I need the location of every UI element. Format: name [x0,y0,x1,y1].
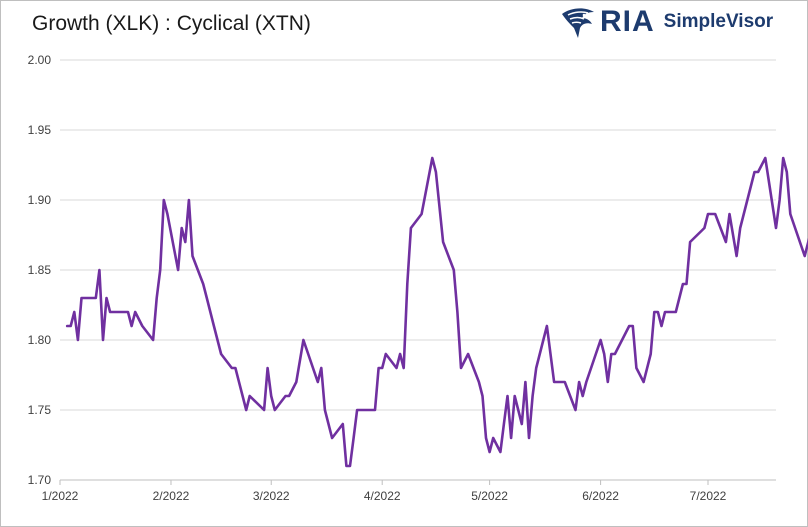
eagle-icon [562,8,594,38]
x-tick-label: 1/2022 [42,489,79,503]
x-tick-label: 5/2022 [471,489,508,503]
y-tick-label: 2.00 [28,53,52,67]
y-tick-label: 1.95 [28,123,52,137]
y-tick-label: 1.85 [28,263,52,277]
y-tick-label: 1.70 [28,473,52,487]
x-tick-label: 6/2022 [582,489,619,503]
x-tick-label: 3/2022 [253,489,290,503]
x-tick-label: 4/2022 [364,489,401,503]
series-line [65,156,808,468]
x-tick-label: 2/2022 [153,489,190,503]
logo-brand: RIA [600,5,655,38]
y-tick-label: 1.75 [28,403,52,417]
x-tick-label: 7/2022 [690,489,727,503]
y-tick-label: 1.80 [28,333,52,347]
chart-title: Growth (XLK) : Cyclical (XTN) [32,12,311,35]
logo-product: SimpleVisor [663,11,774,32]
logo: RIA SimpleVisor [560,4,773,40]
y-tick-label: 1.90 [28,193,52,207]
